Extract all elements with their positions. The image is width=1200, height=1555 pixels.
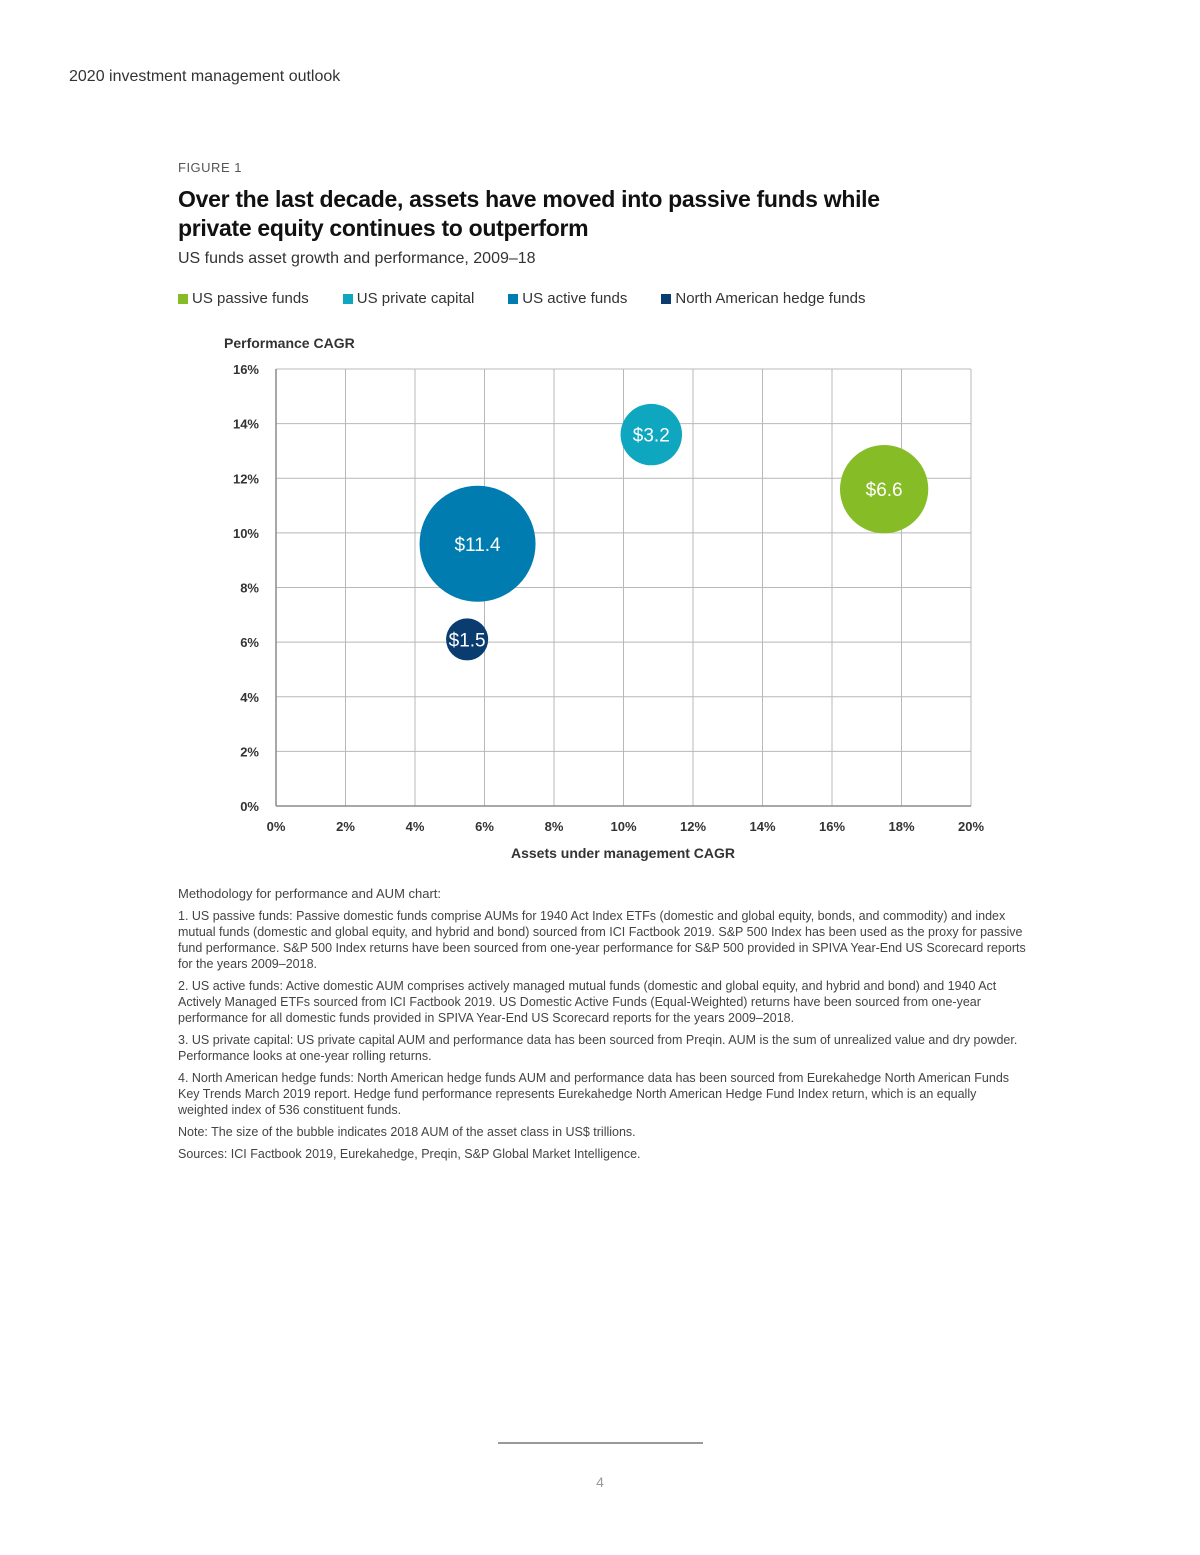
running-header: 2020 investment management outlook [69, 68, 341, 85]
x-tick-label: 8% [545, 819, 564, 834]
bubble-label: $6.6 [866, 480, 903, 501]
bubble-size-note: Note: The size of the bubble indicates 2… [178, 1125, 636, 1139]
bubble-label: $1.5 [449, 630, 486, 651]
figure-label: FIGURE 1 [178, 160, 242, 175]
y-tick-label: 0% [240, 799, 259, 814]
bubble-chart: Performance CAGR Assets under management… [224, 335, 984, 861]
bubble [419, 485, 536, 602]
sources-note: Sources: ICI Factbook 2019, Eurekahedge,… [178, 1147, 641, 1161]
bubble [620, 403, 683, 466]
note-item-hedge: 4. North American hedge funds: North Ame… [178, 1071, 1010, 1117]
y-tick-label: 2% [240, 744, 259, 759]
legend-swatch-hedge [661, 293, 672, 304]
bubble [839, 445, 929, 534]
notes-heading: Methodology for performance and AUM char… [178, 886, 442, 901]
x-tick-label: 14% [749, 819, 775, 834]
bubbles: $11.4 $6.6 $3.2 $1.5 [419, 403, 929, 661]
legend-label-hedge: North American hedge funds [675, 290, 866, 307]
chart-legend: US passive funds US private capital US a… [178, 290, 899, 307]
x-axis-title: Assets under management CAGR [511, 845, 735, 861]
y-tick-label: 12% [233, 471, 259, 486]
x-tick-label: 20% [958, 819, 984, 834]
y-tick-label: 16% [233, 362, 259, 377]
legend-swatch-active [508, 293, 519, 304]
chart-subtitle: US funds asset growth and performance, 2… [178, 250, 536, 267]
bubble [446, 618, 489, 661]
y-axis-title: Performance CAGR [224, 335, 355, 351]
legend-label-passive: US passive funds [192, 290, 309, 307]
page-number: 4 [596, 1474, 604, 1490]
bubble-label: $11.4 [454, 535, 501, 556]
x-tick-label: 12% [680, 819, 706, 834]
y-tick-label: 4% [240, 690, 259, 705]
bubble-label: $3.2 [633, 426, 670, 447]
x-tick-label: 10% [610, 819, 636, 834]
y-tick-label: 6% [240, 635, 259, 650]
x-tick-label: 6% [475, 819, 494, 834]
y-tick-label: 8% [240, 581, 259, 596]
legend-item-passive: US passive funds [178, 290, 309, 307]
methodology-notes: Methodology for performance and AUM char… [178, 886, 1028, 1168]
tick-labels: 0% 2% 4% 6% 8% 10% 12% 14% 16% 18% 20% 0% 2% 4% 6% 8% 10… [233, 362, 984, 834]
legend-swatch-private-capital [342, 293, 353, 304]
note-item-active: 2. US active funds: Active domestic AUM … [178, 979, 997, 1025]
note-item-passive: 1. US passive funds: Passive domestic fu… [178, 909, 1026, 971]
y-tick-label: 14% [233, 417, 259, 432]
legend-item-private-capital: US private capital [342, 290, 475, 307]
legend-item-hedge: North American hedge funds [661, 290, 865, 307]
legend-label-private-capital: US private capital [356, 290, 475, 307]
legend-item-active: US active funds [508, 290, 627, 307]
y-tick-label: 10% [233, 526, 259, 541]
chart-title: Over the last decade, assets have moved … [178, 186, 880, 241]
legend-label-active: US active funds [522, 290, 628, 307]
x-tick-label: 16% [819, 819, 845, 834]
x-tick-label: 4% [406, 819, 425, 834]
x-tick-label: 0% [267, 819, 286, 834]
x-tick-label: 2% [336, 819, 355, 834]
legend-swatch-passive [178, 293, 188, 304]
footer-rule [498, 1442, 703, 1444]
x-tick-label: 18% [888, 819, 914, 834]
note-item-private-capital: 3. US private capital: US private capita… [178, 1033, 1018, 1063]
